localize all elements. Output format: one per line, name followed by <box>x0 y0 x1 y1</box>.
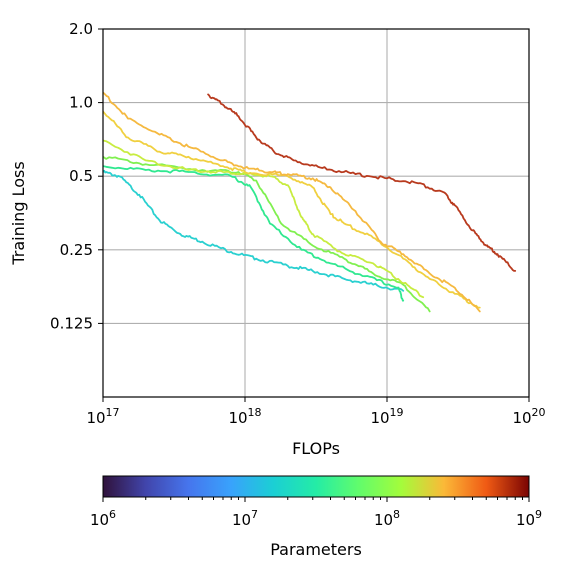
y-tick-label: 1.0 <box>69 94 93 112</box>
x-tick-label: 1020 <box>512 406 545 427</box>
colorbar-tick-label: 108 <box>374 508 400 529</box>
series-line-2 <box>103 165 405 302</box>
colorbar-tick-label: 109 <box>516 508 542 529</box>
series-line-5 <box>103 110 481 309</box>
colorbar <box>102 475 530 498</box>
x-tick-label: 1018 <box>228 406 261 427</box>
colorbar-tick-label: 107 <box>232 508 258 529</box>
y-tick-label: 0.5 <box>69 167 93 185</box>
colorbar-ticks: 106 107 108 109 <box>90 497 542 529</box>
y-tick-label: 2.0 <box>69 20 93 38</box>
x-tick-label: 1019 <box>370 406 403 427</box>
grid-layer <box>103 29 529 397</box>
series-line-3 <box>103 155 431 313</box>
y-axis-title: Training Loss <box>9 161 28 265</box>
x-axis-title: FLOPs <box>292 439 340 458</box>
ticks-layer: 1017 1018 1019 1020 2.0 1.0 0.5 0.25 0.125 <box>50 20 546 427</box>
y-tick-label: 0.25 <box>60 241 93 259</box>
series-line-4 <box>103 139 425 299</box>
plot-frame <box>102 28 530 398</box>
colorbar-label: Parameters <box>270 540 362 559</box>
colorbar-tick-label: 106 <box>90 508 116 529</box>
x-tick-label: 1017 <box>86 406 119 427</box>
series-line-7 <box>207 93 517 272</box>
series-line-6 <box>103 91 481 313</box>
series-line-1 <box>103 169 405 292</box>
series-layer <box>103 91 517 313</box>
y-tick-label: 0.125 <box>50 314 93 332</box>
